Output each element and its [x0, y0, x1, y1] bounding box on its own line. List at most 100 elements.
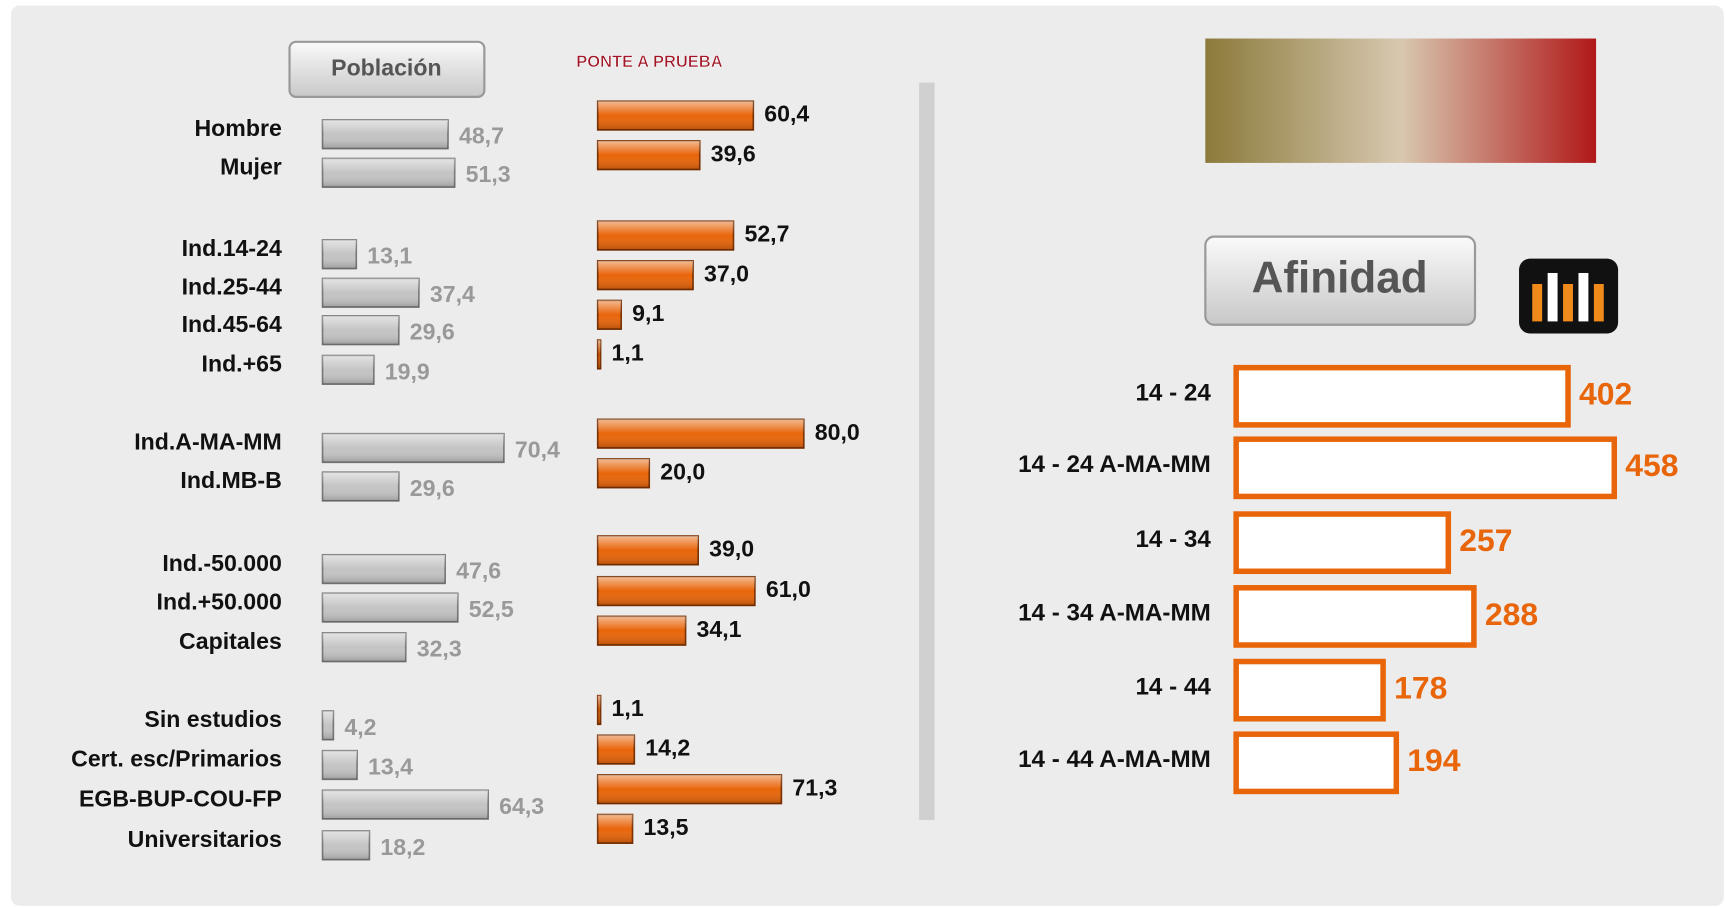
value-label: 70,4 — [515, 436, 560, 462]
value-label: 80,0 — [815, 419, 860, 445]
category-label: Ind.14-24 — [182, 235, 282, 261]
value-label: 13,4 — [368, 753, 413, 779]
value-label: 64,3 — [499, 793, 544, 819]
bar-shine — [323, 555, 446, 584]
bar-shine — [598, 616, 686, 645]
bar-shine — [323, 633, 406, 662]
category-label: Mujer — [220, 154, 282, 180]
category-label: 14 - 34 — [1135, 526, 1211, 553]
chart-title: Afinidad — [1252, 253, 1428, 302]
value-label: 32,3 — [417, 636, 462, 662]
value-label: 13,1 — [367, 243, 412, 269]
bar-shine — [598, 459, 650, 488]
value-label: 178 — [1394, 670, 1447, 706]
category-label: Ind.+50.000 — [157, 588, 282, 614]
value-label: 18,2 — [380, 834, 425, 860]
bar-shine — [598, 696, 601, 725]
value-label: 39,0 — [709, 535, 754, 561]
value-label: 1,1 — [612, 695, 644, 721]
value-label: 52,7 — [744, 221, 789, 247]
value-label: 51,3 — [466, 161, 511, 187]
bar-shine — [598, 815, 633, 844]
category-label: EGB-BUP-COU-FP — [79, 785, 282, 811]
value-label: 29,6 — [410, 475, 455, 501]
bar-shine — [323, 434, 504, 463]
bar-shine — [598, 340, 601, 369]
category-label: Sin estudios — [144, 706, 281, 732]
bar-shine — [323, 472, 399, 501]
bar — [1236, 514, 1448, 571]
value-label: 257 — [1459, 522, 1512, 558]
divider — [919, 83, 934, 820]
value-label: 29,6 — [410, 319, 455, 345]
bar-shine — [598, 221, 734, 250]
value-label: 9,1 — [632, 300, 664, 326]
bar-shine — [598, 735, 635, 764]
bar-shine — [323, 356, 374, 385]
legend-entry: Población — [331, 54, 441, 80]
category-label: Capitales — [179, 628, 282, 654]
category-label: 14 - 24 — [1135, 379, 1211, 406]
bar-shine — [598, 577, 755, 606]
legend-entry: PONTE A PRUEBA — [576, 53, 722, 71]
value-label: 71,3 — [792, 774, 837, 800]
category-label: 14 - 34 A-MA-MM — [1018, 600, 1211, 627]
bar-shine — [323, 790, 489, 819]
category-label: 14 - 24 A-MA-MM — [1018, 451, 1211, 478]
value-label: 61,0 — [766, 576, 811, 602]
bar — [1236, 588, 1474, 645]
value-label: 4,2 — [344, 714, 376, 740]
value-label: 52,5 — [469, 596, 514, 622]
category-label: Ind.25-44 — [182, 274, 282, 300]
bar-shine — [598, 419, 804, 448]
category-label: Universitarios — [128, 826, 282, 852]
value-label: 194 — [1407, 742, 1460, 778]
value-label: 34,1 — [697, 616, 742, 642]
bar — [1236, 734, 1396, 791]
value-label: 48,7 — [459, 123, 504, 149]
category-label: 14 - 44 A-MA-MM — [1018, 746, 1211, 773]
bar-shine — [323, 593, 458, 622]
bar-shine — [598, 141, 700, 170]
value-label: 20,0 — [660, 458, 705, 484]
bar — [1236, 662, 1383, 719]
bar-shine — [323, 711, 334, 740]
category-label: Ind.A-MA-MM — [134, 429, 282, 455]
bar-shine — [598, 261, 693, 290]
value-label: 37,4 — [430, 281, 475, 307]
value-label: 402 — [1579, 376, 1632, 412]
category-label: 14 - 44 — [1135, 673, 1211, 700]
bar-shine — [598, 775, 782, 804]
bar-shine — [323, 751, 358, 780]
category-label: Ind.-50.000 — [162, 550, 281, 576]
bar-shine — [323, 316, 399, 345]
bar-shine — [323, 831, 370, 860]
value-label: 37,0 — [704, 260, 749, 286]
category-label: Ind.MB-B — [180, 467, 281, 493]
value-label: 19,9 — [385, 358, 430, 384]
bar-shine — [598, 300, 621, 329]
bar-shine — [323, 278, 419, 307]
category-label: Cert. esc/Primarios — [71, 746, 282, 772]
category-label: Hombre — [194, 115, 281, 141]
bar-shine — [323, 240, 357, 269]
value-label: 39,6 — [711, 140, 756, 166]
value-label: 60,4 — [764, 101, 809, 127]
value-label: 13,5 — [644, 814, 689, 840]
category-label: Ind.+65 — [202, 351, 282, 377]
bar-shine — [598, 536, 698, 565]
bar-shine — [323, 120, 448, 149]
value-label: 14,2 — [645, 735, 690, 761]
value-label: 288 — [1485, 596, 1538, 632]
bar-shine — [323, 159, 455, 188]
icon — [1519, 259, 1618, 334]
value-label: 1,1 — [612, 340, 644, 366]
bar-shine — [598, 101, 754, 130]
bar — [1236, 439, 1614, 496]
value-label: 458 — [1625, 447, 1678, 483]
category-label: Ind.45-64 — [182, 311, 282, 337]
banner-image — [1205, 39, 1596, 163]
chart: Población PONTE A PRUEBA Afinidad Hombre… — [0, 0, 1726, 907]
bar — [1236, 368, 1568, 425]
value-label: 47,6 — [456, 557, 501, 583]
